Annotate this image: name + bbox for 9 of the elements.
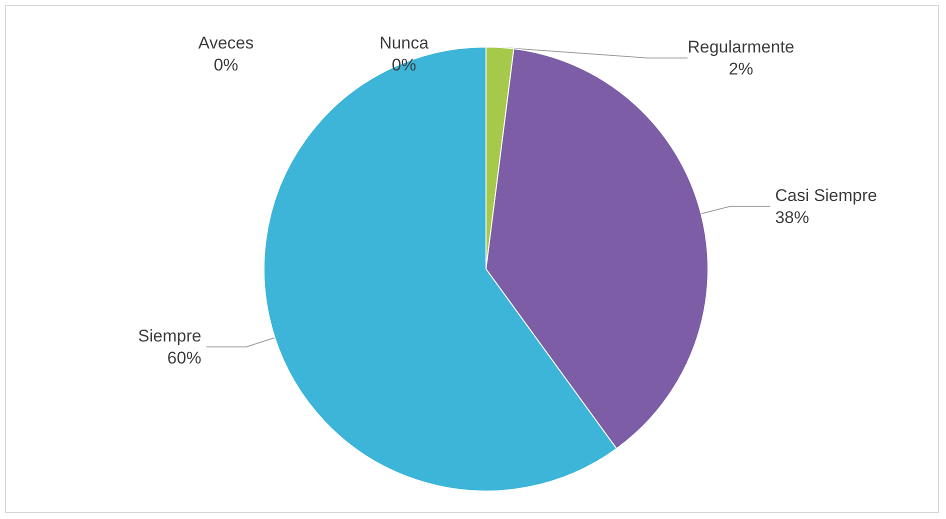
data-label: 2% xyxy=(728,60,754,78)
category-label: Nunca xyxy=(379,34,429,52)
slice-label: Siempre xyxy=(138,326,202,346)
category-label: Aveces xyxy=(198,34,254,52)
data-label: 60% xyxy=(167,348,202,368)
slice-label: Casi Siempre xyxy=(775,186,878,205)
slice-label: Regularmente xyxy=(688,38,794,56)
data-label: 38% xyxy=(775,208,810,227)
text: 0% xyxy=(214,56,238,74)
